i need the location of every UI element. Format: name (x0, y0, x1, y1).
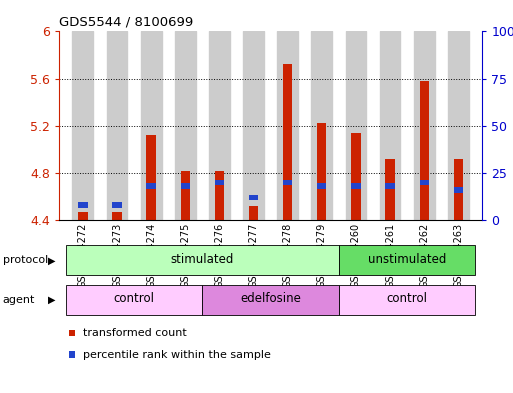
Bar (146, 183, 156, 189)
Text: stimulated: stimulated (171, 253, 234, 266)
Bar (385, 159, 395, 220)
Bar (420, 180, 429, 185)
Bar (346, 31, 366, 220)
Bar (243, 31, 264, 220)
Text: control: control (113, 292, 154, 305)
Bar (249, 195, 258, 200)
Bar (66, 245, 339, 275)
Bar (175, 31, 195, 220)
Bar (146, 135, 156, 220)
Text: ▶: ▶ (48, 295, 55, 305)
Bar (78, 212, 88, 220)
Bar (453, 187, 463, 193)
Bar (317, 123, 326, 220)
Bar (414, 31, 435, 220)
Bar (181, 171, 190, 220)
Bar (112, 202, 122, 208)
Text: agent: agent (3, 295, 35, 305)
Bar (215, 171, 224, 220)
Bar (277, 31, 298, 220)
Bar (202, 285, 339, 315)
Bar (249, 206, 258, 220)
Bar (380, 31, 401, 220)
Bar (339, 285, 476, 315)
Bar (209, 31, 230, 220)
Bar (420, 81, 429, 220)
Text: transformed count: transformed count (83, 328, 187, 338)
Text: edelfosine: edelfosine (240, 292, 301, 305)
Bar (66, 285, 202, 315)
Bar (283, 64, 292, 220)
Bar (181, 183, 190, 189)
Bar (107, 31, 127, 220)
Text: unstimulated: unstimulated (368, 253, 446, 266)
Text: percentile rank within the sample: percentile rank within the sample (83, 349, 271, 360)
Bar (448, 31, 469, 220)
Bar (351, 183, 361, 189)
Text: GDS5544 / 8100699: GDS5544 / 8100699 (59, 16, 193, 29)
Bar (351, 133, 361, 220)
Bar (215, 180, 224, 185)
Bar (112, 212, 122, 220)
Text: ▶: ▶ (48, 255, 55, 265)
Bar (78, 202, 88, 208)
Bar (311, 31, 332, 220)
Text: protocol: protocol (3, 255, 48, 265)
Bar (283, 180, 292, 185)
Bar (453, 159, 463, 220)
Bar (141, 31, 162, 220)
Bar (339, 245, 476, 275)
Text: control: control (387, 292, 428, 305)
Bar (385, 183, 395, 189)
Bar (72, 31, 93, 220)
Bar (317, 183, 326, 189)
